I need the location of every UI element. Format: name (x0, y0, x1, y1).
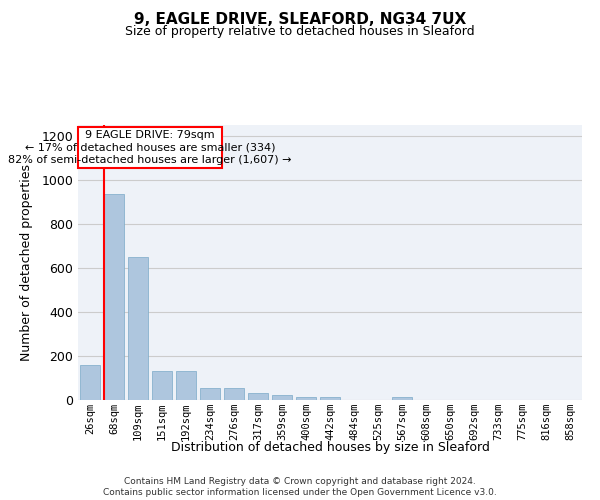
Text: Distribution of detached houses by size in Sleaford: Distribution of detached houses by size … (170, 441, 490, 454)
Text: Contains public sector information licensed under the Open Government Licence v3: Contains public sector information licen… (103, 488, 497, 497)
Bar (80, 365, 100, 400)
Bar (128, 257, 148, 400)
Text: 9, EAGLE DRIVE, SLEAFORD, NG34 7UX: 9, EAGLE DRIVE, SLEAFORD, NG34 7UX (134, 12, 466, 28)
Text: Size of property relative to detached houses in Sleaford: Size of property relative to detached ho… (125, 25, 475, 38)
Bar (392, 397, 412, 400)
Bar (176, 372, 196, 400)
Bar (200, 388, 220, 400)
Bar (104, 194, 124, 400)
Y-axis label: Number of detached properties: Number of detached properties (20, 164, 33, 361)
Bar (152, 372, 172, 400)
Bar (296, 398, 316, 400)
Text: Contains HM Land Registry data © Crown copyright and database right 2024.: Contains HM Land Registry data © Crown c… (124, 476, 476, 486)
Bar (224, 388, 244, 400)
Bar (248, 394, 268, 400)
Bar (320, 398, 340, 400)
Text: 9 EAGLE DRIVE: 79sqm: 9 EAGLE DRIVE: 79sqm (85, 130, 215, 140)
Text: ← 17% of detached houses are smaller (334): ← 17% of detached houses are smaller (33… (25, 142, 275, 152)
Bar (272, 394, 292, 400)
Text: 82% of semi-detached houses are larger (1,607) →: 82% of semi-detached houses are larger (… (8, 154, 292, 164)
